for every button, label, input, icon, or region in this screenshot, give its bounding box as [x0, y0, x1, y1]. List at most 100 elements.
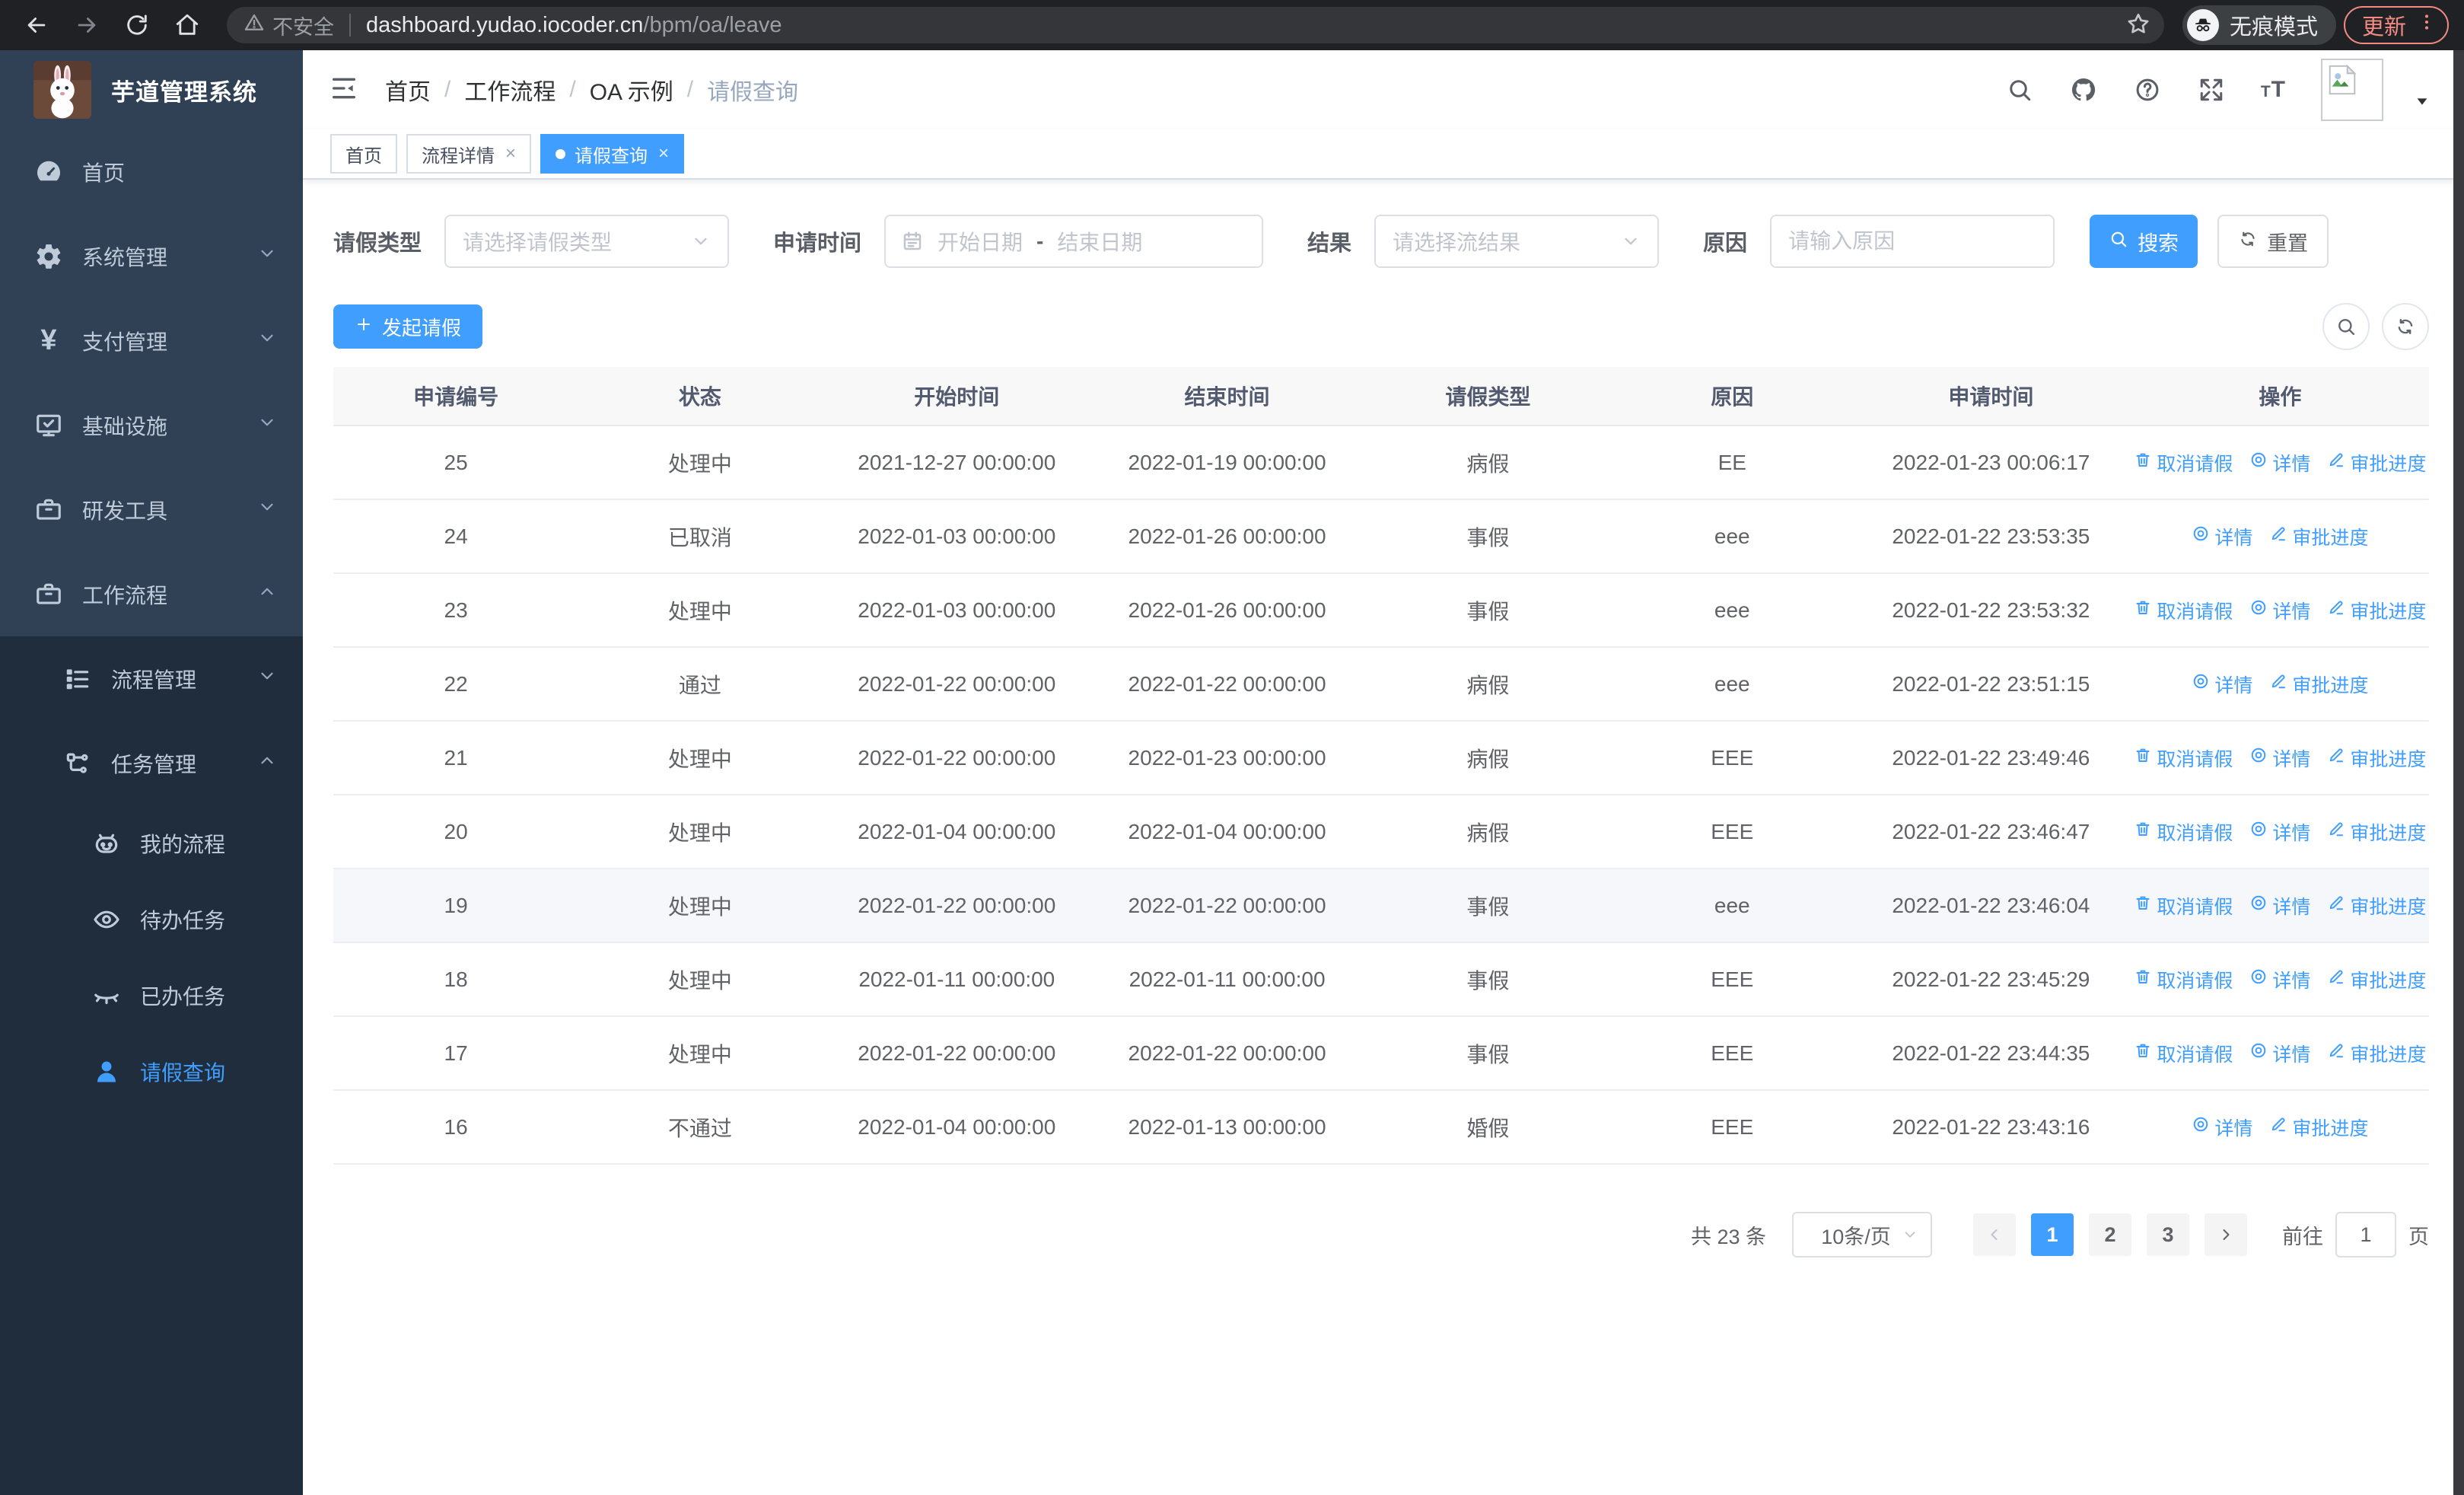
forward-icon[interactable]	[65, 4, 108, 46]
detail-link[interactable]: 详情	[2249, 892, 2310, 920]
sidebar-fold-icon[interactable]	[329, 73, 362, 107]
progress-link[interactable]: 审批进度	[2269, 1114, 2368, 1141]
search-button[interactable]: 搜索	[2090, 215, 2198, 268]
refresh-table-button[interactable]	[2382, 303, 2429, 350]
progress-link[interactable]: 审批进度	[2327, 449, 2426, 477]
bookmark-star-icon[interactable]	[2126, 11, 2150, 40]
calendar-icon	[901, 230, 924, 253]
progress-link[interactable]: 审批进度	[2327, 744, 2426, 772]
detail-link[interactable]: 详情	[2249, 744, 2310, 772]
detail-link[interactable]: 详情	[2192, 523, 2252, 550]
progress-icon	[2327, 746, 2345, 770]
robot-icon	[90, 827, 123, 860]
progress-link[interactable]: 审批进度	[2269, 671, 2368, 698]
detail-link[interactable]: 详情	[2249, 597, 2310, 624]
app-logo[interactable]: 芋道管理系统	[0, 50, 303, 129]
address-bar[interactable]: 不安全 dashboard.yudao.iocoder.cn/bpm/oa/le…	[227, 7, 2164, 43]
sidebar-item-payment[interactable]: ¥ 支付管理	[0, 298, 303, 383]
close-icon[interactable]: ×	[658, 143, 670, 164]
page-size-select[interactable]: 10条/页	[1792, 1212, 1932, 1258]
sidebar-item-home[interactable]: 首页	[0, 129, 303, 214]
sidebar-item-my-process[interactable]: 我的流程	[0, 805, 303, 881]
sidebar-item-done-task[interactable]: 已办任务	[0, 958, 303, 1034]
tab-流程详情[interactable]: 流程详情 ×	[406, 134, 532, 174]
avatar[interactable]	[2321, 59, 2383, 121]
sidebar: 芋道管理系统 首页 系统管理 ¥ 支付管理 基础设施 研发工具 工作流程 流程管理 任务管理我…	[0, 50, 303, 1495]
next-page-button[interactable]	[2205, 1213, 2247, 1256]
reset-button[interactable]: 重置	[2217, 215, 2329, 268]
table-row: 16 不通过 2022-01-04 00:00:00 2022-01-13 00:00…	[333, 1091, 2429, 1165]
progress-link[interactable]: 审批进度	[2327, 892, 2426, 920]
sidebar-item-devtools[interactable]: 研发工具	[0, 467, 303, 552]
back-icon[interactable]	[15, 4, 58, 46]
not-secure-badge[interactable]: 不安全	[244, 11, 334, 40]
cancel-link[interactable]: 取消请假	[2134, 449, 2233, 477]
show-search-toggle-button[interactable]	[2322, 303, 2370, 350]
table-row: 22 通过 2022-01-22 00:00:00 2022-01-22 00:00:…	[333, 648, 2429, 722]
cancel-link[interactable]: 取消请假	[2134, 1040, 2233, 1067]
url-path: /bpm/oa/leave	[643, 12, 782, 37]
apply-time-range-picker[interactable]: 开始日期 - 结束日期	[884, 215, 1264, 268]
sidebar-item-leave-query[interactable]: 请假查询	[0, 1034, 303, 1110]
cancel-link[interactable]: 取消请假	[2134, 966, 2233, 993]
briefcase-icon	[32, 578, 65, 611]
sidebar-item-infra[interactable]: 基础设施	[0, 383, 303, 467]
fullscreen-icon[interactable]	[2197, 75, 2226, 104]
progress-link[interactable]: 审批进度	[2269, 523, 2368, 550]
sidebar-item-task-mgmt[interactable]: 任务管理	[0, 721, 303, 805]
cancel-link[interactable]: 取消请假	[2134, 818, 2233, 846]
detail-link[interactable]: 详情	[2192, 1114, 2252, 1141]
cancel-link[interactable]: 取消请假	[2134, 744, 2233, 772]
github-icon[interactable]	[2069, 75, 2098, 104]
detail-link[interactable]: 详情	[2249, 449, 2310, 477]
table-row: 25 处理中 2021-12-27 00:00:00 2022-01-19 00:00…	[333, 426, 2429, 500]
close-icon[interactable]: ×	[505, 143, 517, 164]
sidebar-item-todo-task[interactable]: 待办任务	[0, 881, 303, 958]
breadcrumb-item[interactable]: 请假查询	[707, 80, 799, 105]
cancel-link[interactable]: 取消请假	[2134, 892, 2233, 920]
column-header: 申请时间	[1948, 385, 2034, 409]
prev-page-button[interactable]	[1973, 1213, 2016, 1256]
detail-link[interactable]: 详情	[2192, 671, 2252, 698]
progress-link[interactable]: 审批进度	[2327, 818, 2426, 846]
page-button-1[interactable]: 1	[2031, 1213, 2074, 1256]
cancel-icon	[2134, 746, 2152, 770]
tab-请假查询[interactable]: 请假查询 ×	[540, 134, 685, 174]
home-icon[interactable]	[166, 4, 209, 46]
goto-page-input[interactable]	[2335, 1212, 2396, 1258]
avatar-caret-icon[interactable]	[2414, 93, 2431, 113]
browser-update-button[interactable]: 更新	[2343, 6, 2449, 44]
progress-link[interactable]: 审批进度	[2327, 597, 2426, 624]
detail-link[interactable]: 详情	[2249, 966, 2310, 993]
sidebar-item-workflow[interactable]: 工作流程	[0, 552, 303, 636]
eyeclosed-icon	[90, 979, 123, 1012]
breadcrumb-item[interactable]: 工作流程	[464, 80, 556, 105]
progress-link[interactable]: 审批进度	[2327, 1040, 2426, 1067]
tab-首页[interactable]: 首页	[330, 134, 397, 174]
detail-link[interactable]: 详情	[2249, 1040, 2310, 1067]
cancel-link[interactable]: 取消请假	[2134, 597, 2233, 624]
browser-scrollbar[interactable]	[2453, 50, 2464, 1495]
sidebar-item-system[interactable]: 系统管理	[0, 214, 303, 298]
breadcrumb-item[interactable]: OA 示例	[589, 80, 673, 105]
sidebar-menu: 首页 系统管理 ¥ 支付管理 基础设施 研发工具 工作流程	[0, 129, 303, 636]
total-count: 共 23 条	[1690, 1225, 1766, 1248]
breadcrumb-item[interactable]: 首页	[385, 80, 431, 105]
kebab-menu-icon[interactable]	[2417, 12, 2437, 38]
sidebar-item-process-mgmt[interactable]: 流程管理	[0, 636, 303, 721]
leave-type-select[interactable]: 请选择请假类型	[444, 215, 730, 268]
detail-link[interactable]: 详情	[2249, 818, 2310, 846]
breadcrumb: 首页 / 工作流程 / OA 示例 / 请假查询	[385, 73, 798, 107]
result-select[interactable]: 请选择流结果	[1374, 215, 1660, 268]
create-leave-button[interactable]: 发起请假	[333, 304, 483, 349]
page-button-3[interactable]: 3	[2147, 1213, 2189, 1256]
page-button-2[interactable]: 2	[2089, 1213, 2131, 1256]
progress-link[interactable]: 审批进度	[2327, 966, 2426, 993]
reload-icon[interactable]	[116, 4, 158, 46]
column-header: 结束时间	[1184, 385, 1270, 409]
font-size-icon[interactable]: TT	[2260, 77, 2286, 102]
row-actions: 取消请假 详情 审批进度	[2131, 597, 2429, 624]
question-icon[interactable]	[2133, 75, 2162, 104]
reason-input[interactable]	[1788, 229, 2037, 253]
search-icon[interactable]	[2005, 75, 2034, 104]
